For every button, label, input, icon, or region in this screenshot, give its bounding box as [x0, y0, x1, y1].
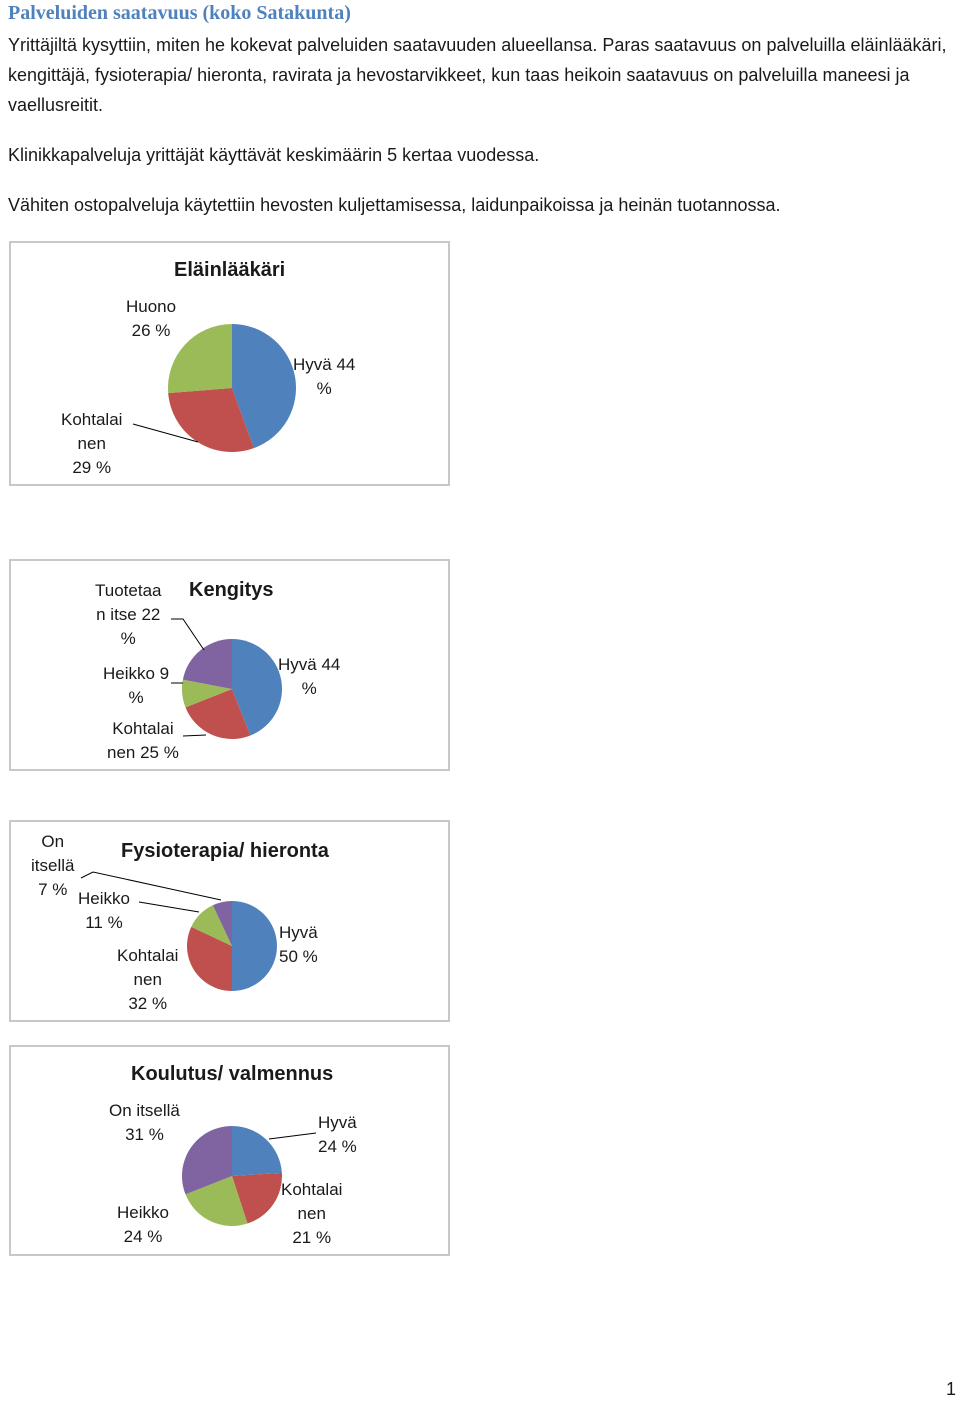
- pie-slice-hyvä: [232, 1126, 282, 1176]
- pie-slice-hyvä: [232, 324, 296, 449]
- leader-line-on-itsellä: [80, 871, 222, 901]
- pie-svg-elainlaakari: [132, 324, 296, 453]
- slice-label-kohtalainen: Kohtalai nen 32 %: [117, 946, 179, 1013]
- leader-line-kohtalainen: [132, 423, 199, 443]
- chart-elainlaakari: Eläinlääkäri Hyvä 44 % Kohtalai nen 29 %…: [9, 241, 450, 486]
- slice-label-kohtalainen: Kohtalai nen 25 %: [107, 719, 179, 762]
- leader-line-tuotetaan-itse: [171, 618, 205, 651]
- chart-fysioterapia: Fysioterapia/ hieronta Hyvä 50 % Kohtala…: [9, 820, 450, 1022]
- slice-label-hyva: Hyvä 44 %: [278, 655, 341, 698]
- slice-label-heikko: Heikko 11 %: [78, 889, 130, 932]
- chart-title: Koulutus/ valmennus: [131, 1063, 334, 1085]
- pie-slice-kohtalainen: [185, 689, 251, 740]
- pie-slice-hyvä: [232, 639, 283, 736]
- page-heading: Palveluiden saatavuus (koko Satakunta): [8, 2, 351, 24]
- outsourcing-paragraph: Vähiten ostopalveluja käytettiin hevoste…: [8, 195, 781, 215]
- pie-slice-kohtalainen: [186, 926, 232, 991]
- chart-koulutus: Koulutus/ valmennus Hyvä 24 % Kohtalai n…: [9, 1045, 450, 1256]
- slice-label-tuotetaan-itse: Tuotetaa n itse 22 %: [95, 581, 162, 648]
- slice-label-hyva: Hyvä 24 %: [318, 1113, 357, 1156]
- pie-svg-koulutus: [181, 1126, 317, 1226]
- slice-label-kohtalainen: Kohtalai nen 21 %: [281, 1180, 343, 1247]
- slice-label-heikko: Heikko 9 %: [103, 664, 170, 707]
- slice-label-huono: Huono 26 %: [126, 297, 177, 340]
- chart-title: Eläinlääkäri: [174, 259, 286, 281]
- leader-line-heikko: [138, 901, 200, 913]
- slice-label-hyva: Hyvä 44 %: [293, 355, 356, 398]
- leader-line-hyvä: [268, 1132, 317, 1140]
- pie-slice-hyvä: [232, 901, 277, 991]
- pie-slice-tuotetaan-itse: [182, 639, 232, 689]
- pie-slice-on-itsellä: [181, 1126, 232, 1195]
- pie-slice-kohtalainen: [168, 388, 254, 453]
- pie-slice-heikko: [191, 905, 232, 946]
- pie-slice-on-itsellä: [212, 901, 232, 946]
- slice-label-on-itsella: On itsellä 31 %: [109, 1101, 180, 1144]
- slice-label-heikko: Heikko 24 %: [117, 1203, 169, 1246]
- chart-title: Kengitys: [189, 579, 274, 601]
- clinic-paragraph: Klinikkapalveluja yrittäjät käyttävät ke…: [8, 145, 540, 165]
- pie-slice-huono: [167, 324, 232, 394]
- slice-label-on-itsella: On itsellä 7 %: [31, 832, 75, 899]
- chart-title: Fysioterapia/ hieronta: [121, 840, 329, 862]
- page-number: 1: [945, 1379, 956, 1399]
- pie-slice-heikko: [185, 1176, 248, 1226]
- slice-label-kohtalainen: Kohtalai nen 29 %: [61, 410, 123, 477]
- intro-paragraph: Yrittäjiltä kysyttiin, miten he kokevat …: [8, 35, 947, 115]
- pie-svg-fysioterapia: [80, 871, 277, 991]
- slice-label-hyva: Hyvä 50 %: [279, 923, 318, 966]
- leader-line-kohtalainen: [182, 734, 207, 737]
- chart-kengitys: Kengitys Hyvä 44 % Kohtalai nen 25 % Hei…: [9, 559, 450, 771]
- pie-slice-kohtalainen: [232, 1172, 282, 1224]
- pie-svg-kengitys: [171, 618, 283, 740]
- pie-slice-heikko: [182, 679, 232, 708]
